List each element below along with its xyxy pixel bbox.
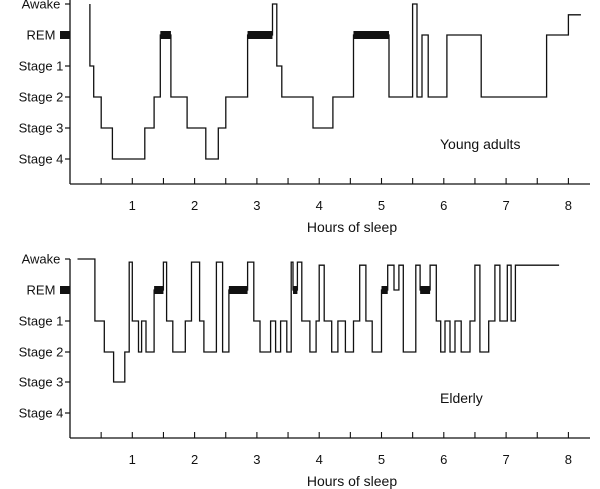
x-tick-label-5: 5 xyxy=(378,198,385,213)
stage-label-awake: Awake xyxy=(22,252,61,267)
chart-annotation-elderly: Elderly xyxy=(440,390,483,406)
x-tick-label-6: 6 xyxy=(440,198,447,213)
x-tick-label-5: 5 xyxy=(378,452,385,467)
x-tick-label-2: 2 xyxy=(191,198,198,213)
x-tick-label-8: 8 xyxy=(565,198,572,213)
rem-period-bar xyxy=(228,286,248,294)
stage-label-stage-1: Stage 1 xyxy=(19,314,64,329)
stage-label-stage-1: Stage 1 xyxy=(19,59,64,74)
x-tick-label-1: 1 xyxy=(129,198,136,213)
rem-period-bar xyxy=(293,286,298,294)
x-axis-title: Hours of sleep xyxy=(307,473,397,489)
x-tick-label-3: 3 xyxy=(253,198,260,213)
x-axis-title: Hours of sleep xyxy=(307,219,397,235)
stage-label-stage-2: Stage 2 xyxy=(19,345,64,360)
x-tick-label-1: 1 xyxy=(129,452,136,467)
rem-period-bar xyxy=(420,286,431,294)
rem-marker xyxy=(60,286,70,294)
stage-label-rem: REM xyxy=(27,283,56,298)
x-tick-label-4: 4 xyxy=(316,452,323,467)
rem-period-bar xyxy=(353,31,389,39)
chart-annotation-young: Young adults xyxy=(440,136,520,152)
x-tick-label-6: 6 xyxy=(440,452,447,467)
series-line-young xyxy=(89,3,581,160)
x-tick-label-7: 7 xyxy=(502,452,509,467)
series-line-elderly xyxy=(77,258,560,383)
stage-label-awake: Awake xyxy=(22,0,61,12)
x-tick-label-7: 7 xyxy=(502,198,509,213)
hypnogram-elderly: Awake REM Stage 1 Stage 2 Stage 3 Stage 4 1 2 3 4… xyxy=(19,252,590,489)
x-tick-label-8: 8 xyxy=(565,452,572,467)
stage-label-stage-3: Stage 3 xyxy=(19,121,64,136)
rem-period-bar xyxy=(154,286,164,294)
x-tick-label-2: 2 xyxy=(191,452,198,467)
x-tick-label-3: 3 xyxy=(253,452,260,467)
rem-period-bar xyxy=(381,286,388,294)
stage-label-stage-4: Stage 4 xyxy=(19,406,64,421)
rem-marker xyxy=(60,31,70,39)
rem-period-bar xyxy=(160,31,171,39)
stage-label-stage-4: Stage 4 xyxy=(19,152,64,167)
hypnogram-young: Awake REM Stage 1 Stage 2 Stage 3 Stage 4 1 2 3 4… xyxy=(19,0,590,235)
stage-label-rem: REM xyxy=(27,28,56,43)
stage-label-stage-2: Stage 2 xyxy=(19,90,64,105)
stage-label-stage-3: Stage 3 xyxy=(19,375,64,390)
rem-period-bar xyxy=(247,31,273,39)
x-tick-label-4: 4 xyxy=(316,198,323,213)
